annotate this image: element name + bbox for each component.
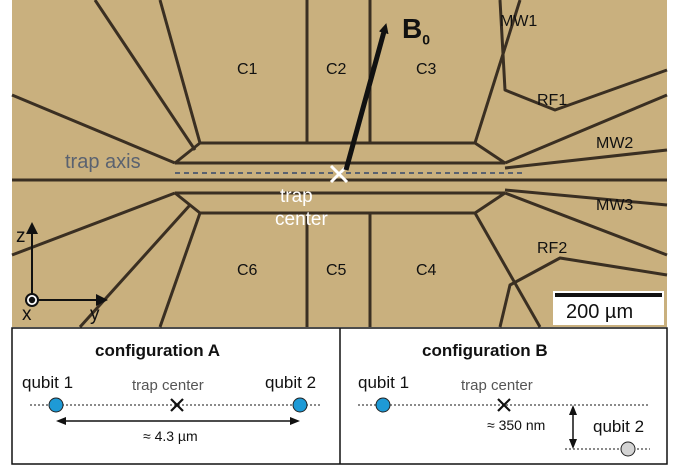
electrode-label-mw1: MW1 [500,13,538,30]
electrode-label-c5: C5 [326,262,347,279]
b-field-label: B0 [402,13,431,48]
electrode-label-c2: C2 [326,61,347,78]
config-a-qubit2-dot [292,397,308,413]
electrode-label-c3: C3 [416,61,437,78]
config-b-distance-arrow [569,405,577,449]
trap-center-label-line1: trap [280,186,313,207]
electrode-label-c1: C1 [237,61,258,78]
config-b-trap-center-label: trap center [461,377,533,394]
config-a-distance-arrow [56,417,300,425]
config-a-qubit2-label: qubit 2 [265,373,317,392]
scale-bar [555,293,662,297]
b-field-arrow [343,23,389,171]
config-a-qubit1-label: qubit 1 [22,373,74,392]
config-a-distance-label: ≈ 4.3 µm [143,428,198,444]
electrode-label-mw3: MW3 [596,197,634,214]
config-a-trap-center-marker [170,398,184,412]
config-b-title: configuration B [422,341,548,360]
electrode-gaps [11,0,668,329]
electrode-label-c6: C6 [237,262,258,279]
config-b-qubit2-label: qubit 2 [593,417,645,436]
electrode-label-mw2: MW2 [596,135,634,152]
trap-axis-label: trap axis [65,151,141,173]
axis-label-y: y [90,304,100,325]
trap-center-label-line2: center [275,209,328,230]
config-b-trap-center-marker [497,398,511,412]
config-b-qubit1-label: qubit 1 [358,373,410,392]
electrode-label-c4: C4 [416,262,437,279]
config-a-trap-center-label: trap center [132,377,204,394]
axis-label-x: x [22,304,32,325]
scale-bar-label: 200 µm [566,301,634,323]
electrode-label-rf2: RF2 [537,240,568,257]
config-a-title: configuration A [95,341,220,360]
config-b-distance-label: ≈ 350 nm [487,417,546,433]
config-b-qubit1-dot [375,397,391,413]
config-b-qubit2-dot [620,441,636,457]
axis-label-z: z [16,226,26,247]
axes-icon [25,222,108,307]
electrode-label-rf1: RF1 [537,92,568,109]
config-a-qubit1-dot [48,397,64,413]
